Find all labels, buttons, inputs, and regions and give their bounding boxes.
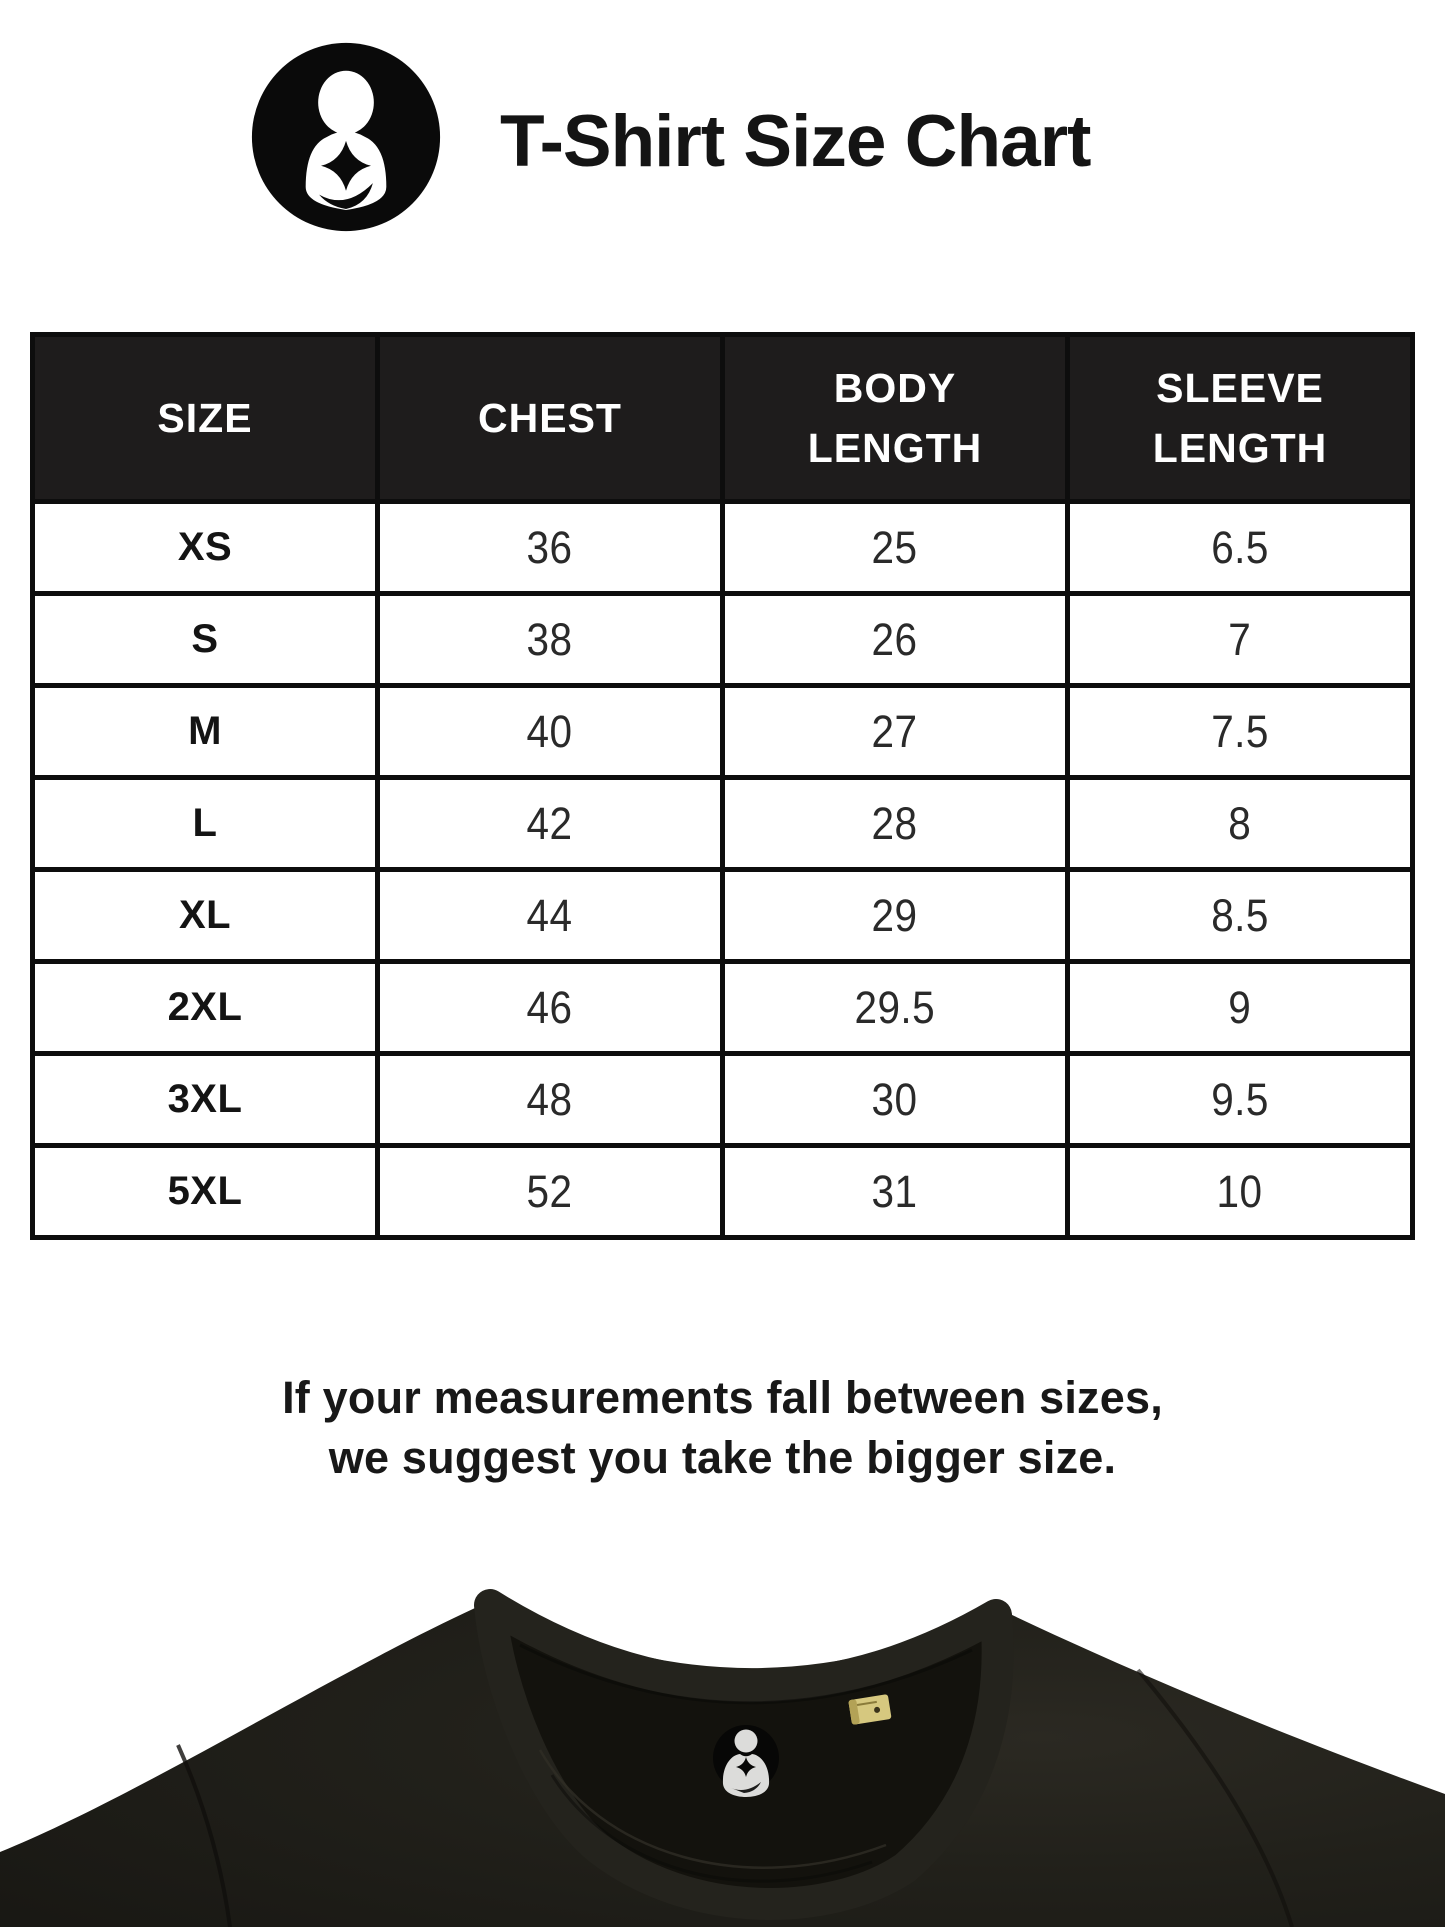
column-header-label: SIZE bbox=[157, 395, 253, 441]
body-length-value: 31 bbox=[872, 1165, 918, 1217]
body-length-cell: 27 bbox=[720, 683, 1070, 780]
size-cell: 2XL bbox=[30, 959, 380, 1056]
chest-value: 44 bbox=[527, 889, 573, 941]
body-length-value: 28 bbox=[872, 797, 918, 849]
sleeve-length-cell: 10 bbox=[1065, 1143, 1415, 1240]
body-length-value: 30 bbox=[872, 1073, 918, 1125]
sleeve-length-value: 8 bbox=[1228, 797, 1252, 849]
body-length-cell: 25 bbox=[720, 499, 1070, 596]
sleeve-length-cell: 6.5 bbox=[1065, 499, 1415, 596]
chest-value: 42 bbox=[527, 797, 573, 849]
body-length-cell: 30 bbox=[720, 1051, 1070, 1148]
size-cell: 5XL bbox=[30, 1143, 380, 1240]
size-cell: XL bbox=[30, 867, 380, 964]
table-row: XL 44 29 8.5 bbox=[30, 867, 1415, 964]
chest-cell: 38 bbox=[375, 591, 725, 688]
size-chart-table: SIZE CHEST BODY LENGTH SLEEVE LENGTH XS … bbox=[30, 332, 1415, 1240]
sleeve-length-cell: 7 bbox=[1065, 591, 1415, 688]
chest-value: 48 bbox=[527, 1073, 573, 1125]
body-length-value: 27 bbox=[872, 705, 918, 757]
body-length-cell: 29 bbox=[720, 867, 1070, 964]
chest-cell: 40 bbox=[375, 683, 725, 780]
column-header-body-length: BODY LENGTH bbox=[720, 332, 1070, 504]
sleeve-length-value: 7 bbox=[1228, 613, 1252, 665]
table-row: 5XL 52 31 10 bbox=[30, 1143, 1415, 1240]
size-cell: L bbox=[30, 775, 380, 872]
sleeve-length-value: 6.5 bbox=[1211, 521, 1269, 573]
sleeve-length-cell: 8.5 bbox=[1065, 867, 1415, 964]
size-cell: M bbox=[30, 683, 380, 780]
chest-cell: 42 bbox=[375, 775, 725, 872]
sleeve-length-value: 9 bbox=[1228, 981, 1252, 1033]
size-cell: S bbox=[30, 591, 380, 688]
page-title: T-Shirt Size Chart bbox=[500, 101, 1091, 182]
sleeve-length-cell: 7.5 bbox=[1065, 683, 1415, 780]
sleeve-length-value: 8.5 bbox=[1211, 889, 1269, 941]
table-row: XS 36 25 6.5 bbox=[30, 499, 1415, 596]
column-header-chest: CHEST bbox=[375, 332, 725, 504]
chest-value: 38 bbox=[527, 613, 573, 665]
tshirt-neck-logo-icon bbox=[713, 1725, 779, 1797]
sleeve-length-value: 7.5 bbox=[1211, 705, 1269, 757]
note-line-1: If your measurements fall between sizes, bbox=[282, 1372, 1163, 1423]
right-sleeve-seam bbox=[1136, 1668, 1294, 1927]
tshirt-photo bbox=[0, 1589, 1445, 1927]
sleeve-length-cell: 8 bbox=[1065, 775, 1415, 872]
size-cell: XS bbox=[30, 499, 380, 596]
body-length-value: 25 bbox=[872, 521, 918, 573]
chest-value: 40 bbox=[527, 705, 573, 757]
table-row: 3XL 48 30 9.5 bbox=[30, 1051, 1415, 1148]
chest-cell: 46 bbox=[375, 959, 725, 1056]
column-header-label: CHEST bbox=[478, 395, 622, 441]
collar-seam-front-inner bbox=[550, 1774, 873, 1883]
body-length-value: 29.5 bbox=[854, 981, 936, 1033]
note-text: If your measurements fall between sizes,… bbox=[0, 1368, 1445, 1488]
column-header-label: BODY LENGTH bbox=[807, 365, 983, 471]
left-sleeve-seam bbox=[176, 1744, 232, 1927]
collar-seam-back bbox=[519, 1643, 973, 1705]
table-header-row: SIZE CHEST BODY LENGTH SLEEVE LENGTH bbox=[30, 332, 1415, 504]
tshirt-collar-band bbox=[474, 1589, 1014, 1920]
column-header-sleeve-length: SLEEVE LENGTH bbox=[1065, 332, 1415, 504]
body-length-cell: 31 bbox=[720, 1143, 1070, 1240]
sleeve-length-value: 9.5 bbox=[1211, 1073, 1269, 1125]
chest-cell: 44 bbox=[375, 867, 725, 964]
table-row: 2XL 46 29.5 9 bbox=[30, 959, 1415, 1056]
body-length-cell: 28 bbox=[720, 775, 1070, 872]
size-cell: 3XL bbox=[30, 1051, 380, 1148]
chest-cell: 36 bbox=[375, 499, 725, 596]
body-length-cell: 26 bbox=[720, 591, 1070, 688]
note-line-2: we suggest you take the bigger size. bbox=[328, 1432, 1117, 1483]
column-header-label: SLEEVE LENGTH bbox=[1152, 365, 1328, 471]
sleeve-length-cell: 9.5 bbox=[1065, 1051, 1415, 1148]
brand-logo-icon bbox=[251, 42, 441, 232]
column-header-size: SIZE bbox=[30, 332, 380, 504]
table-row: L 42 28 8 bbox=[30, 775, 1415, 872]
body-length-value: 26 bbox=[872, 613, 918, 665]
table-row: S 38 26 7 bbox=[30, 591, 1415, 688]
chest-cell: 52 bbox=[375, 1143, 725, 1240]
table-row: M 40 27 7.5 bbox=[30, 683, 1415, 780]
body-length-value: 29 bbox=[872, 889, 918, 941]
sleeve-length-value: 10 bbox=[1217, 1165, 1263, 1217]
collar-seam-front-outer bbox=[538, 1749, 887, 1869]
sleeve-length-cell: 9 bbox=[1065, 959, 1415, 1056]
chest-value: 52 bbox=[527, 1165, 573, 1217]
tshirt-collar-tag bbox=[848, 1694, 892, 1725]
chest-value: 46 bbox=[527, 981, 573, 1033]
chest-cell: 48 bbox=[375, 1051, 725, 1148]
body-length-cell: 29.5 bbox=[720, 959, 1070, 1056]
chest-value: 36 bbox=[527, 521, 573, 573]
